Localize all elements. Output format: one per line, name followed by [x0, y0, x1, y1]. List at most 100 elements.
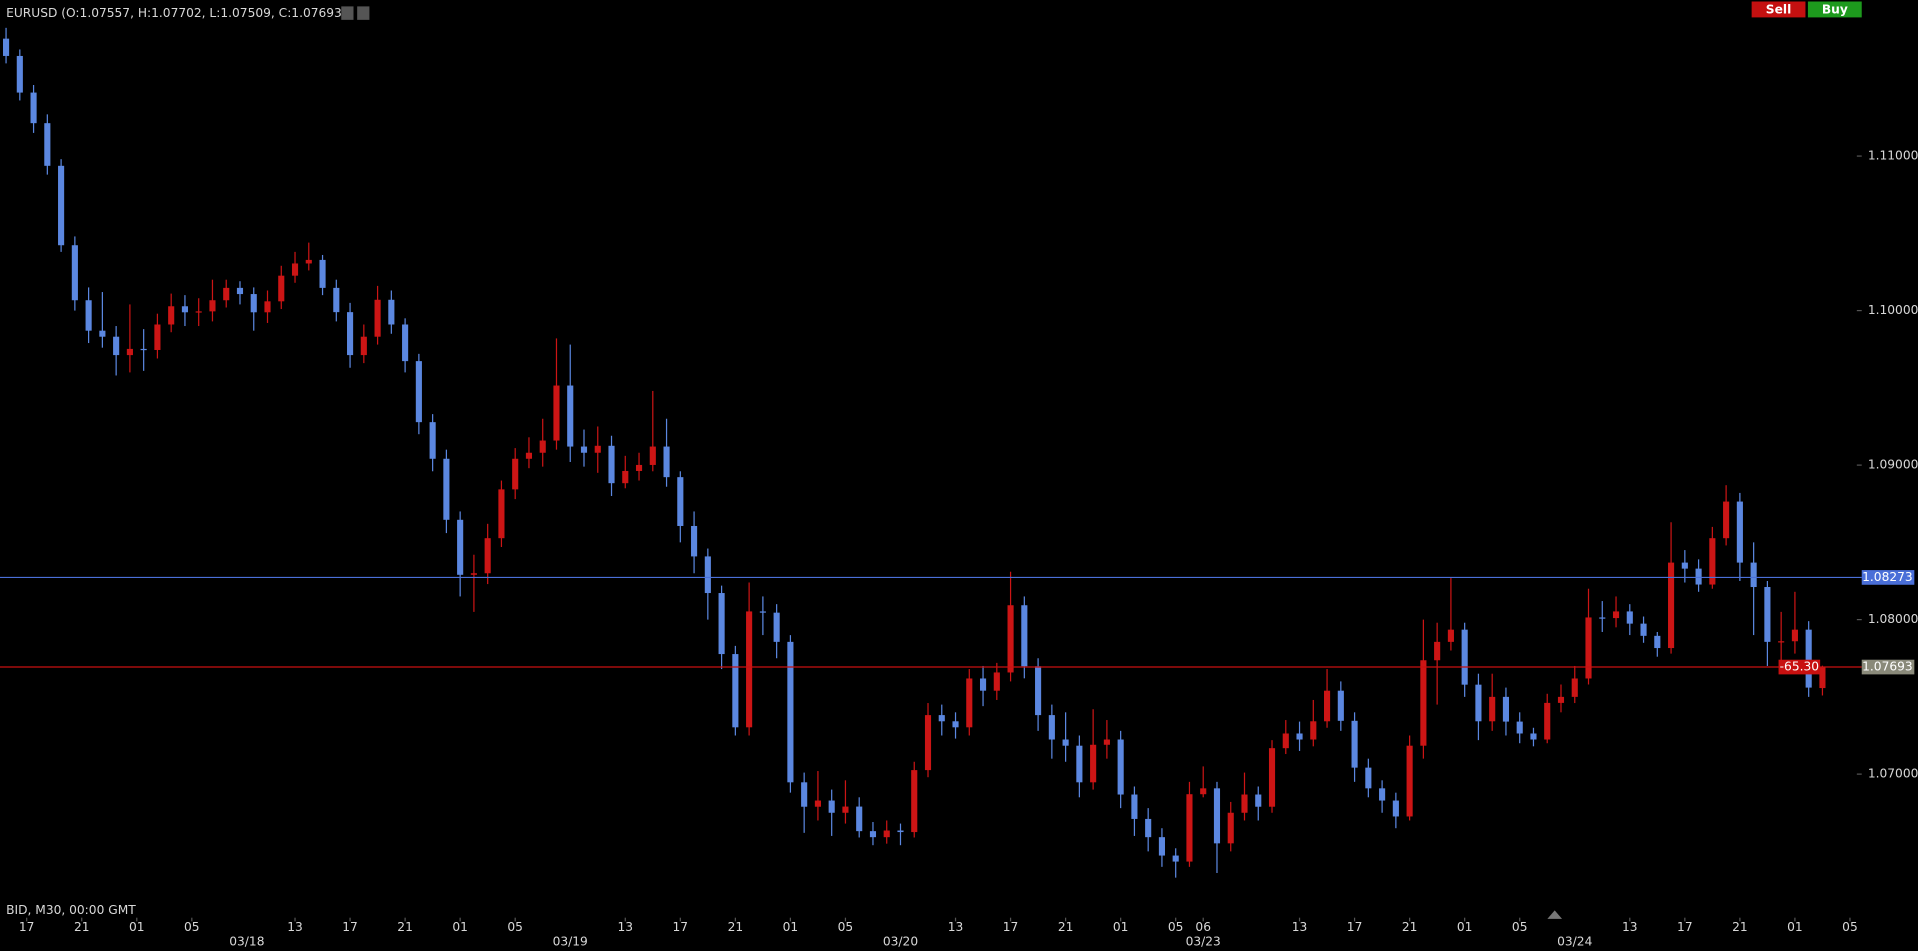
candle-body [1668, 562, 1675, 649]
x-tick-label: 05 [1168, 920, 1184, 934]
candle-body [1736, 501, 1743, 563]
candle-body [1805, 629, 1812, 688]
pnl-box [1778, 659, 1821, 675]
x-tick-label: 21 [1058, 920, 1074, 934]
x-tick-label: 21 [74, 920, 90, 934]
candle-body [1599, 617, 1606, 619]
price-label: 1.08273 [1862, 570, 1913, 584]
candle-body [759, 611, 766, 613]
x-tick-label: 01 [1457, 920, 1473, 934]
x-tick-label: 05 [838, 920, 854, 934]
candle-body [924, 715, 932, 771]
candle-body [1268, 748, 1276, 807]
x-tick-label: 13 [1622, 920, 1638, 934]
pnl-label: -65.30 [1780, 660, 1819, 674]
candle-body [1117, 739, 1124, 795]
candle-body [732, 654, 739, 728]
x-tick-label: 01 [129, 920, 145, 934]
candle-body [1475, 684, 1482, 722]
candle-body [1571, 678, 1578, 697]
x-tick-label: 17 [1677, 920, 1693, 934]
candle-body [85, 300, 92, 331]
candle-body [1447, 629, 1454, 642]
price-label: 1.07693 [1862, 660, 1913, 674]
candle-body [746, 611, 753, 728]
candle-body [264, 301, 271, 313]
date-label: 03/20 [883, 935, 918, 949]
x-tick-label: 17 [1347, 920, 1363, 934]
candle-body [1090, 744, 1097, 783]
candle-body [1048, 715, 1055, 740]
x-tick-label: 05 [184, 920, 200, 934]
candle-body [952, 721, 959, 728]
candle-body [402, 324, 409, 362]
candle-body [1035, 666, 1042, 716]
buy-label[interactable]: Buy [1822, 3, 1848, 17]
x-tick-label: 21 [1732, 920, 1748, 934]
candle-body [1337, 690, 1344, 721]
x-tick-label: 01 [783, 920, 799, 934]
close-icon[interactable] [357, 6, 370, 20]
candle-body [1434, 641, 1441, 661]
price-label-box [1861, 570, 1915, 585]
date-label: 03/23 [1186, 935, 1221, 949]
candle-body [842, 806, 849, 813]
date-label: 03/24 [1557, 935, 1592, 949]
candle-body [388, 299, 395, 325]
sell-button[interactable] [1751, 1, 1806, 18]
candle-body [319, 259, 326, 288]
candle-body [1186, 794, 1193, 862]
candle-body [2, 38, 10, 56]
candle-body [374, 299, 381, 337]
candle-body [1489, 696, 1496, 722]
candle-body [1516, 721, 1523, 734]
date-label: 03/18 [229, 935, 264, 949]
chart-title: EURUSD (O:1.07557, H:1.07702, L:1.07509,… [6, 6, 347, 20]
candle-body [443, 458, 450, 520]
candle-body [470, 573, 477, 575]
candle-body [1241, 794, 1248, 813]
settings-icon[interactable] [341, 6, 354, 20]
candle-body [1557, 696, 1565, 703]
x-tick-label: 21 [397, 920, 413, 934]
x-tick-label: 01 [452, 920, 468, 934]
x-tick-label: 06 [1195, 920, 1211, 934]
x-tick-label: 13 [1292, 920, 1308, 934]
candle-body [333, 287, 340, 313]
candle-body [897, 830, 904, 833]
candle-body [539, 440, 546, 453]
candle-body [71, 245, 78, 301]
y-tick-label: 1.08000 [1868, 612, 1918, 626]
candle-body [856, 806, 863, 832]
buy-button[interactable] [1807, 1, 1862, 18]
candle-body [1255, 794, 1262, 807]
candle-body [869, 831, 877, 838]
candle-body [801, 782, 808, 807]
candle-body [1612, 611, 1620, 619]
candle-body [181, 306, 188, 313]
candle-body [1145, 818, 1152, 838]
candle-body [966, 678, 973, 728]
candle-body [814, 800, 821, 807]
sell-label[interactable]: Sell [1766, 3, 1791, 17]
candle-body [223, 287, 230, 301]
candle-body [773, 612, 780, 642]
candle-body [44, 123, 51, 166]
candle-body [1351, 720, 1358, 768]
candle-body [168, 306, 175, 325]
y-tick-label: 1.11000 [1868, 149, 1918, 163]
candle-body [1021, 605, 1028, 667]
candle-body [1654, 635, 1661, 649]
candle-body [787, 641, 794, 783]
x-tick-label: 21 [728, 920, 744, 934]
candle-body [594, 445, 601, 453]
candle-body [580, 446, 588, 453]
candle-body [1530, 733, 1537, 740]
candle-body [498, 489, 505, 539]
x-tick-label: 13 [948, 920, 964, 934]
candle-body [1296, 733, 1303, 740]
candle-body [553, 385, 560, 441]
x-tick-label: 21 [1402, 920, 1418, 934]
